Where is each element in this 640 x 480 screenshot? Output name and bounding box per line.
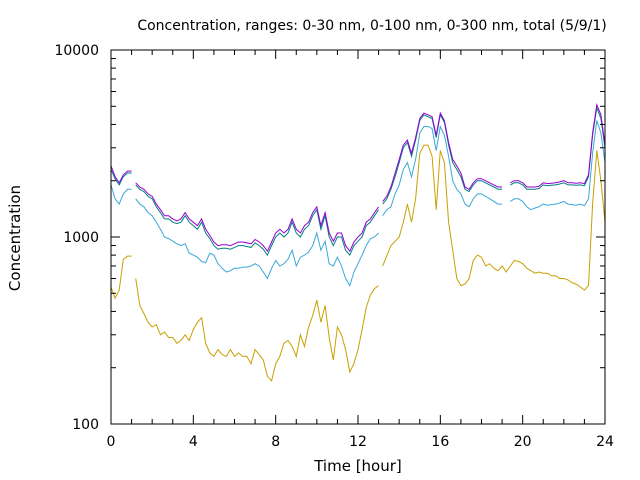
series-2-line-segment-3 bbox=[382, 124, 503, 216]
series-1-line-segment-1 bbox=[110, 255, 132, 300]
y-axis-label: Concentration bbox=[6, 185, 24, 291]
series-2-line-segment-4 bbox=[510, 120, 606, 211]
x-tick-label: 4 bbox=[189, 434, 198, 450]
tick-layer: 0 4 8 12 16 20 24 100 1000 10000 bbox=[54, 43, 614, 450]
series-3-line-segment-2 bbox=[135, 184, 380, 257]
series-3-line-segment-1 bbox=[110, 169, 132, 186]
series-2-line-segment-1 bbox=[110, 184, 132, 206]
series-layer bbox=[110, 102, 606, 382]
x-tick-label: 20 bbox=[514, 434, 532, 450]
series-4-line-segment-1 bbox=[110, 165, 132, 184]
series-1-line-segment-3 bbox=[382, 144, 606, 291]
y-tick-label: 10000 bbox=[54, 43, 99, 59]
y-tick-label: 100 bbox=[72, 417, 99, 433]
series-4-line-segment-2 bbox=[135, 182, 380, 253]
chart-title: Concentration, ranges: 0-30 nm, 0-100 nm… bbox=[137, 18, 606, 34]
x-tick-label: 0 bbox=[107, 434, 116, 450]
x-axis-label: Time [hour] bbox=[313, 457, 402, 475]
series-2-line-segment-2 bbox=[135, 198, 379, 287]
x-tick-label: 12 bbox=[349, 434, 367, 450]
series-4-line-segment-3 bbox=[382, 111, 503, 202]
series-3-line-segment-3 bbox=[382, 113, 503, 205]
y-tick-label: 1000 bbox=[63, 230, 99, 246]
series-1-line-segment-2 bbox=[135, 278, 379, 382]
series-4-line-segment-4 bbox=[510, 102, 606, 188]
x-tick-label: 8 bbox=[271, 434, 280, 450]
x-tick-label: 24 bbox=[596, 434, 614, 450]
x-tick-label: 16 bbox=[431, 434, 449, 450]
